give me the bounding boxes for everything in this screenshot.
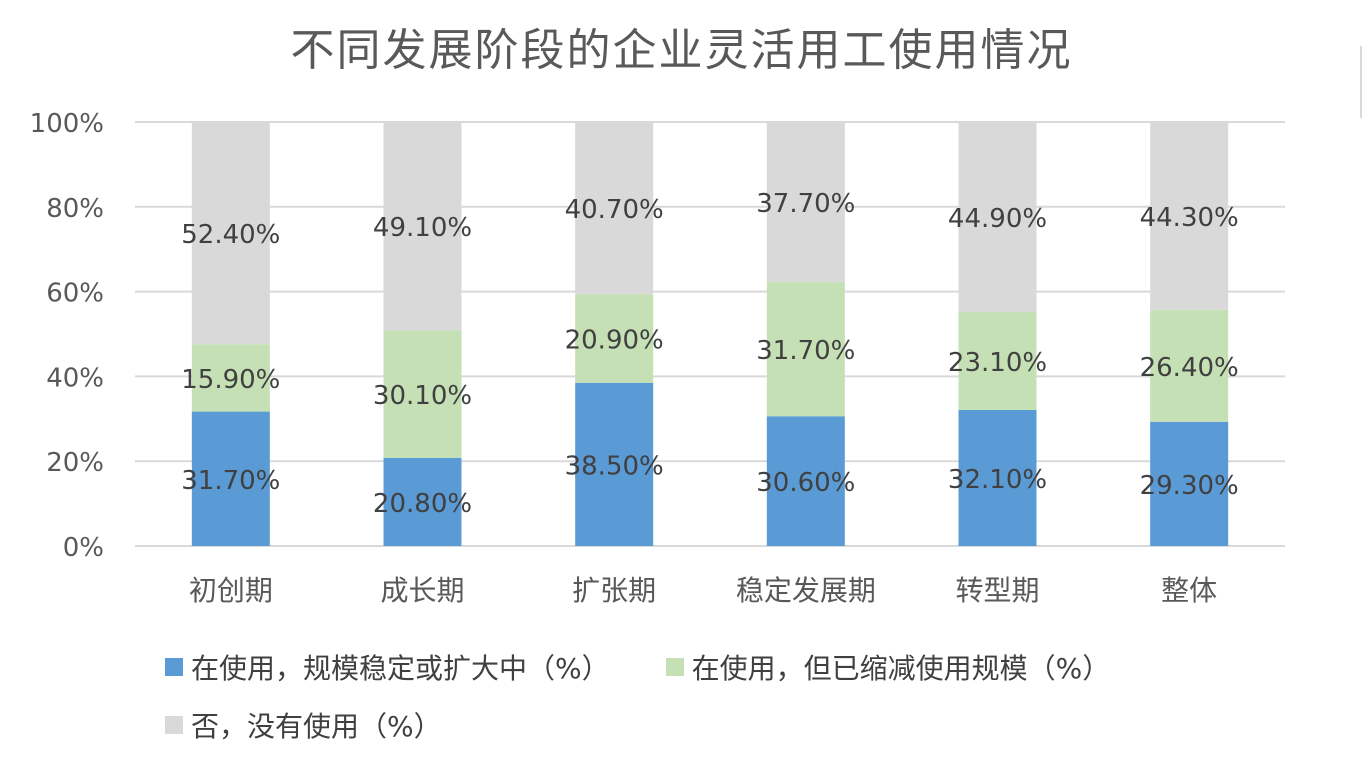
data-label-0-3: 30.60%	[756, 468, 855, 498]
bar-0-0	[191, 411, 270, 546]
data-label-2-2: 40.70%	[565, 195, 664, 225]
legend-row-2: 否，没有使用（%）	[165, 705, 498, 745]
data-label-1-5: 26.40%	[1140, 353, 1239, 383]
data-label-0-2: 38.50%	[565, 451, 664, 481]
data-label-1-1: 30.10%	[373, 381, 472, 411]
bar-0-1	[383, 457, 462, 546]
bar-2-1	[383, 122, 462, 331]
bar-2-2	[575, 121, 654, 295]
y-tick-label-3: 60%	[46, 279, 104, 309]
y-tick-label-5: 100%	[30, 109, 104, 139]
data-label-1-0: 15.90%	[181, 365, 280, 395]
legend-label-0: 在使用，规模稳定或扩大中（%）	[191, 652, 610, 685]
x-tick-label-1: 成长期	[380, 574, 464, 607]
bar-0-3	[766, 416, 845, 546]
bar-2-0	[191, 122, 270, 345]
legend-swatch-1	[665, 658, 684, 676]
bar-0-4	[958, 409, 1037, 546]
bar-0-5	[1150, 421, 1229, 546]
bar-1-3	[766, 281, 845, 417]
bar-1-0	[191, 344, 270, 412]
legend-swatch-2	[165, 716, 183, 734]
x-tick-label-5: 整体	[1161, 574, 1217, 607]
bar-2-5	[1150, 122, 1229, 310]
bar-1-2	[575, 294, 654, 383]
bar-1-4	[958, 311, 1037, 410]
data-label-0-5: 29.30%	[1140, 471, 1239, 501]
legend-item-0: 在使用，规模稳定或扩大中（%）	[165, 647, 610, 687]
legend-row-1: 在使用，规模稳定或扩大中（%） 在使用，但已缩减使用规模（%）	[165, 647, 1166, 687]
data-label-2-5: 44.30%	[1140, 203, 1239, 233]
chart-title: 不同发展阶段的企业灵活用工使用情况	[290, 25, 1073, 76]
data-label-1-3: 31.70%	[756, 336, 855, 366]
x-tick-label-4: 转型期	[955, 574, 1039, 607]
y-tick-label-4: 80%	[46, 194, 104, 224]
data-label-2-1: 49.10%	[373, 213, 472, 243]
data-label-2-4: 44.90%	[948, 204, 1047, 234]
data-label-0-0: 31.70%	[181, 466, 280, 496]
x-tick-label-3: 稳定发展期	[736, 574, 876, 607]
data-label-0-1: 20.80%	[373, 489, 472, 519]
side-divider	[1360, 46, 1362, 118]
data-label-0-4: 32.10%	[948, 465, 1047, 495]
x-tick-label-2: 扩张期	[572, 574, 656, 607]
data-label-2-3: 37.70%	[756, 189, 855, 219]
legend-label-2: 否，没有使用（%）	[191, 710, 442, 743]
x-tick-label-0: 初创期	[189, 574, 273, 607]
bar-2-4	[958, 121, 1037, 312]
legend-item-1: 在使用，但已缩减使用规模（%）	[665, 647, 1111, 687]
legend-item-2: 否，没有使用（%）	[165, 705, 442, 745]
data-label-1-4: 23.10%	[948, 348, 1047, 378]
y-tick-label-1: 20%	[46, 448, 104, 478]
data-label-1-2: 20.90%	[565, 325, 664, 355]
y-tick-label-0: 0%	[63, 533, 104, 563]
bar-0-2	[575, 382, 654, 546]
bar-1-1	[383, 330, 462, 458]
data-label-2-0: 52.40%	[181, 220, 280, 250]
legend-label-1: 在使用，但已缩减使用规模（%）	[691, 652, 1111, 685]
bar-1-5	[1150, 309, 1229, 422]
y-tick-label-2: 40%	[46, 363, 104, 393]
bar-2-3	[766, 122, 845, 282]
legend-swatch-0	[165, 658, 183, 676]
